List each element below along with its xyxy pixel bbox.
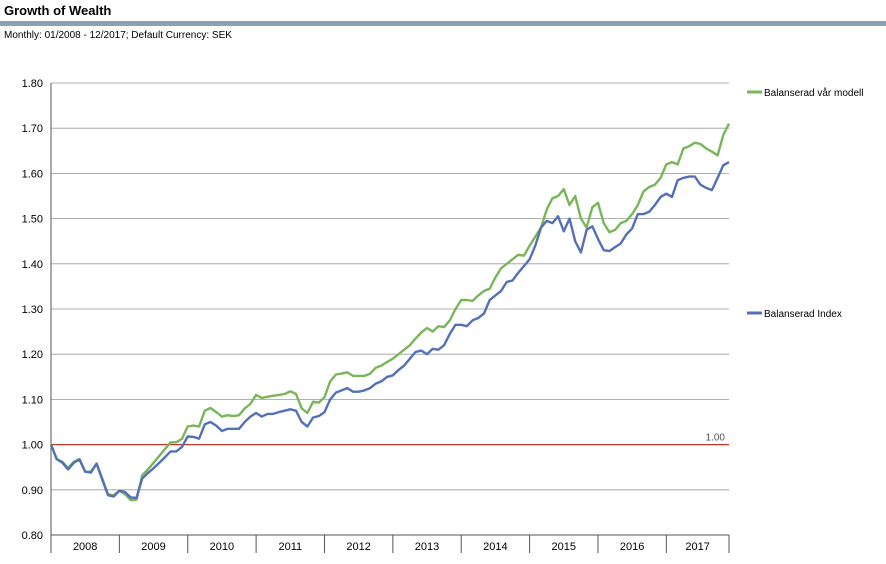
y-tick-label: 1.70 [22, 123, 43, 135]
y-tick-label: 0.90 [22, 485, 43, 497]
y-tick-label: 1.20 [22, 349, 43, 361]
y-axis-ticks: 1.80 1.70 1.60 1.50 1.40 1.30 1.20 1.10 1.00 0.90… [22, 78, 43, 542]
chart-subtitle: Monthly: 01/2008 - 12/2017; Default Curr… [4, 30, 232, 41]
grid-lines [51, 82, 729, 536]
x-tick-label: 2014 [483, 541, 507, 553]
x-tick-label: 2009 [141, 541, 165, 553]
x-tick-label: 2008 [73, 541, 97, 553]
y-tick-label: 1.40 [22, 259, 43, 271]
x-axis: 2008 2009 2010 2011 2012 2013 2014 2015 2016 2017 [50, 83, 730, 553]
reference-line-label: 1.00 [706, 433, 726, 444]
page-title: Growth of Wealth [4, 3, 112, 18]
x-tick-label: 2016 [620, 541, 644, 553]
y-tick-label: 0.80 [22, 530, 43, 542]
y-tick-label: 1.80 [22, 78, 43, 90]
series-line-index [49, 161, 730, 500]
x-tick-label: 2010 [210, 541, 234, 553]
title-rule [0, 21, 886, 26]
x-tick-label: 2015 [552, 541, 576, 553]
y-tick-label: 1.50 [22, 214, 43, 226]
legend-label: Balanserad Index [764, 309, 842, 320]
legend-label: Balanserad vår modell [764, 87, 864, 99]
x-tick-label: 2017 [685, 541, 709, 553]
series-line-model [49, 123, 731, 502]
y-tick-label: 1.10 [22, 394, 43, 406]
x-tick-label: 2012 [346, 541, 370, 553]
y-tick-label: 1.30 [22, 304, 43, 316]
y-tick-label: 1.60 [22, 168, 43, 180]
y-tick-label: 1.00 [22, 440, 43, 452]
series-lines [49, 123, 731, 502]
x-tick-label: 2011 [278, 541, 302, 553]
x-tick-label: 2013 [415, 541, 439, 553]
legend: Balanserad vår modell Balanserad Index [747, 87, 864, 320]
reference-line-group: 1.00 [51, 433, 729, 446]
